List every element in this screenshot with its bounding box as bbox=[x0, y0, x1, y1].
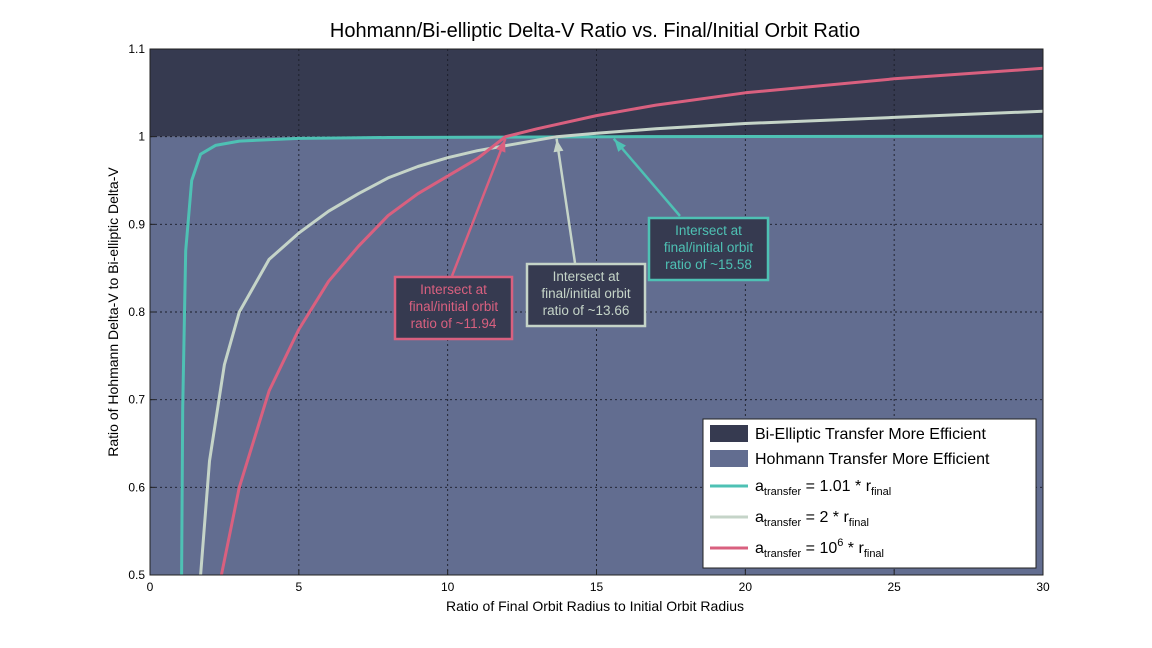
annotation-text-3: ratio of ~15.58 bbox=[665, 257, 752, 272]
x-tick-label: 25 bbox=[887, 580, 901, 594]
annotation-arrowhead-3 bbox=[614, 139, 626, 152]
legend-label-series-1: atransfer = 1.01 * rfinal bbox=[755, 478, 891, 498]
legend-swatch-region-2 bbox=[710, 450, 748, 467]
x-tick-label: 20 bbox=[739, 580, 753, 594]
annotation-arrowhead-1 bbox=[496, 139, 506, 153]
legend-box bbox=[702, 418, 1037, 569]
annotation-text-3: Intersect at bbox=[675, 223, 742, 238]
y-tick-label: 0.5 bbox=[128, 568, 145, 582]
legend: Bi-Elliptic Transfer More Efficient Hohma… bbox=[702, 418, 1037, 569]
region-fill-1 bbox=[150, 49, 1043, 137]
annotation-box-3 bbox=[647, 216, 770, 282]
annotation-text-3: final/initial orbit bbox=[664, 240, 754, 255]
x-tick-label: 5 bbox=[295, 580, 302, 594]
y-tick-label: 0.7 bbox=[128, 393, 145, 407]
series-line-2 bbox=[199, 109, 1043, 575]
legend-label-series-3: atransfer = 106 * rfinal bbox=[755, 537, 884, 560]
x-tick-label: 15 bbox=[590, 580, 604, 594]
series-group bbox=[180, 66, 1043, 575]
y-tick-label: 0.8 bbox=[128, 305, 145, 319]
legend-label-region-2: Hohmann Transfer More Efficient bbox=[755, 451, 990, 468]
series-line-1 bbox=[180, 134, 1043, 575]
chart-title: Hohmann/Bi-elliptic Delta-V Ratio vs. Fi… bbox=[330, 20, 860, 42]
legend-label-region-1: Bi-Elliptic Transfer More Efficient bbox=[755, 426, 986, 443]
annotation-text-2: final/initial orbit bbox=[541, 286, 631, 301]
x-tick-label: 30 bbox=[1036, 580, 1050, 594]
annotation-arrow-3 bbox=[612, 137, 681, 217]
annotation-text-2: Intersect at bbox=[553, 269, 620, 284]
x-tick-label: 10 bbox=[441, 580, 455, 594]
annotation-text-1: final/initial orbit bbox=[409, 299, 499, 314]
legend-swatch-region-1 bbox=[710, 425, 748, 442]
annotation-arrow-2 bbox=[555, 138, 577, 264]
x-axis-label: Ratio of Final Orbit Radius to Initial O… bbox=[446, 598, 744, 614]
y-tick-label: 0.9 bbox=[128, 217, 145, 231]
annotation-arrow-1 bbox=[450, 138, 507, 277]
y-tick-label: 1.1 bbox=[128, 42, 145, 56]
y-tick-label: 1 bbox=[138, 130, 145, 144]
x-tick-label: 0 bbox=[147, 580, 154, 594]
y-tick-label: 0.6 bbox=[128, 480, 145, 494]
series-line-3 bbox=[219, 66, 1043, 575]
y-axis-label: Ratio of Hohmann Delta-V to Bi-elliptic … bbox=[105, 167, 121, 457]
annotation-text-2: ratio of ~13.66 bbox=[543, 303, 630, 318]
annotation-box-1 bbox=[393, 275, 514, 341]
annotation-text-1: ratio of ~11.94 bbox=[411, 316, 497, 331]
annotation-text-1: Intersect at bbox=[420, 282, 487, 297]
annotation-arrowhead-2 bbox=[553, 139, 564, 153]
annotation-box-2 bbox=[525, 262, 647, 328]
legend-label-series-2: atransfer = 2 * rfinal bbox=[755, 509, 869, 529]
